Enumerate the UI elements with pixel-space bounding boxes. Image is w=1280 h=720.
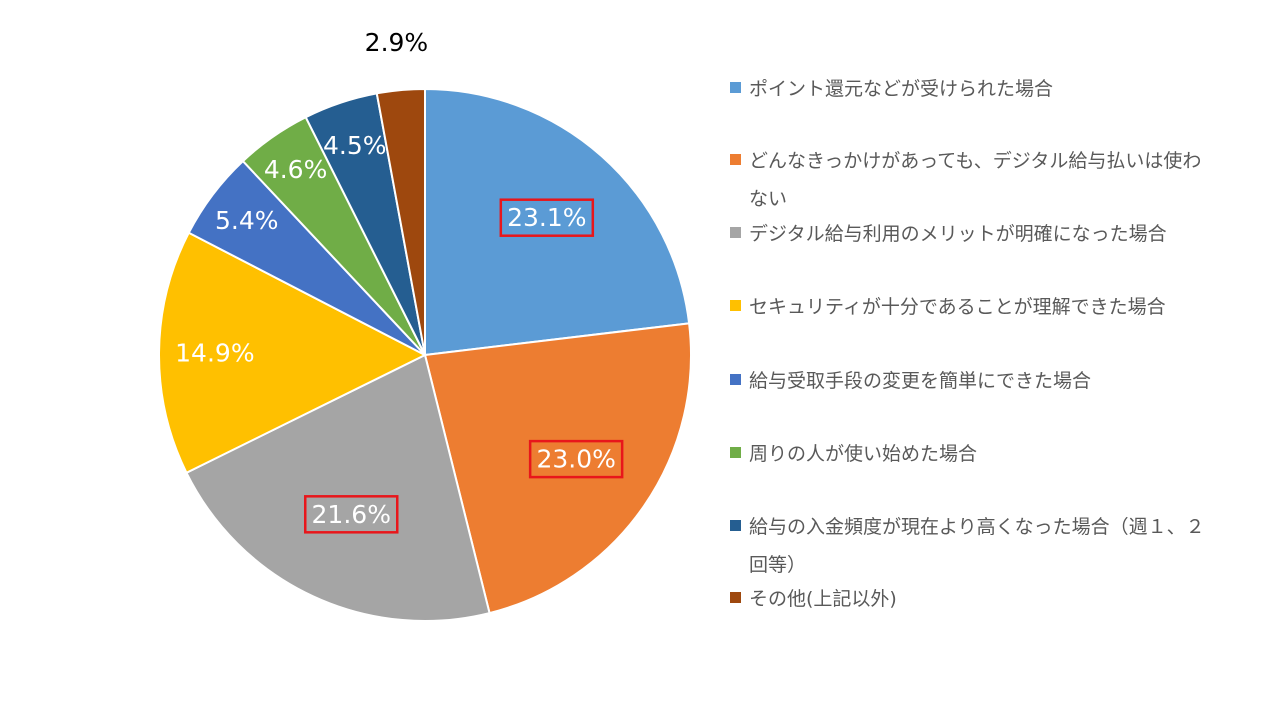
legend-item: 給与の入金頻度が現在より高くなった場合（週１、２回等） (730, 508, 1219, 584)
pie-slice (423, 322, 692, 615)
pie-slices (158, 87, 692, 622)
data-label: 5.4% (215, 206, 279, 235)
legend-item: その他(上記以外) (730, 580, 1219, 618)
highlight-box (528, 439, 624, 479)
data-label: 23.1% (507, 203, 586, 232)
legend-swatch (730, 447, 741, 458)
legend-swatch (730, 227, 741, 238)
legend-item: デジタル給与利用のメリットが明確になった場合 (730, 215, 1219, 253)
legend-label: ポイント還元などが受けられた場合 (749, 78, 1054, 100)
highlight-box (303, 495, 399, 534)
legend-swatch (730, 154, 741, 165)
legend-item: 周りの人が使い始めた場合 (730, 435, 1219, 473)
legend-swatch (730, 592, 741, 603)
legend-swatch (730, 82, 741, 93)
data-label: 23.0% (536, 445, 615, 474)
legend-label: 周りの人が使い始めた場合 (749, 443, 978, 465)
legend-label: その他(上記以外) (749, 588, 897, 610)
data-label: 21.6% (312, 500, 391, 529)
legend-label: セキュリティが十分であることが理解できた場合 (749, 296, 1166, 318)
legend-label: 給与の入金頻度が現在より高くなった場合（週１、２回等） (749, 516, 1205, 576)
data-label: 4.6% (264, 155, 328, 184)
data-label: 2.9% (365, 28, 429, 57)
legend-item: 給与受取手段の変更を簡単にできた場合 (730, 362, 1219, 400)
legend-label: どんなきっかけがあっても、デジタル給与払いは使わない (749, 150, 1202, 210)
pie-slice (424, 87, 691, 357)
legend-label: 給与受取手段の変更を簡単にできた場合 (749, 370, 1092, 392)
data-label: 4.5% (323, 131, 387, 160)
pie-slice (375, 87, 426, 356)
legend-item: セキュリティが十分であることが理解できた場合 (730, 288, 1219, 326)
legend-label: デジタル給与利用のメリットが明確になった場合 (749, 223, 1167, 245)
pie-slice (185, 353, 491, 622)
legend-swatch (730, 520, 741, 531)
legend-swatch (730, 374, 741, 385)
legend-swatch (730, 300, 741, 311)
highlight-box (499, 198, 595, 237)
legend-item: ポイント還元などが受けられた場合 (730, 70, 1219, 108)
legend-item: どんなきっかけがあっても、デジタル給与払いは使わない (730, 142, 1219, 218)
data-label: 14.9% (175, 339, 254, 368)
pie-data-labels: 23.1% 23.0% 21.6% 14.9% 5.4% 4.6%4.5% 2.9% (175, 28, 624, 534)
pie-slice (158, 231, 428, 475)
